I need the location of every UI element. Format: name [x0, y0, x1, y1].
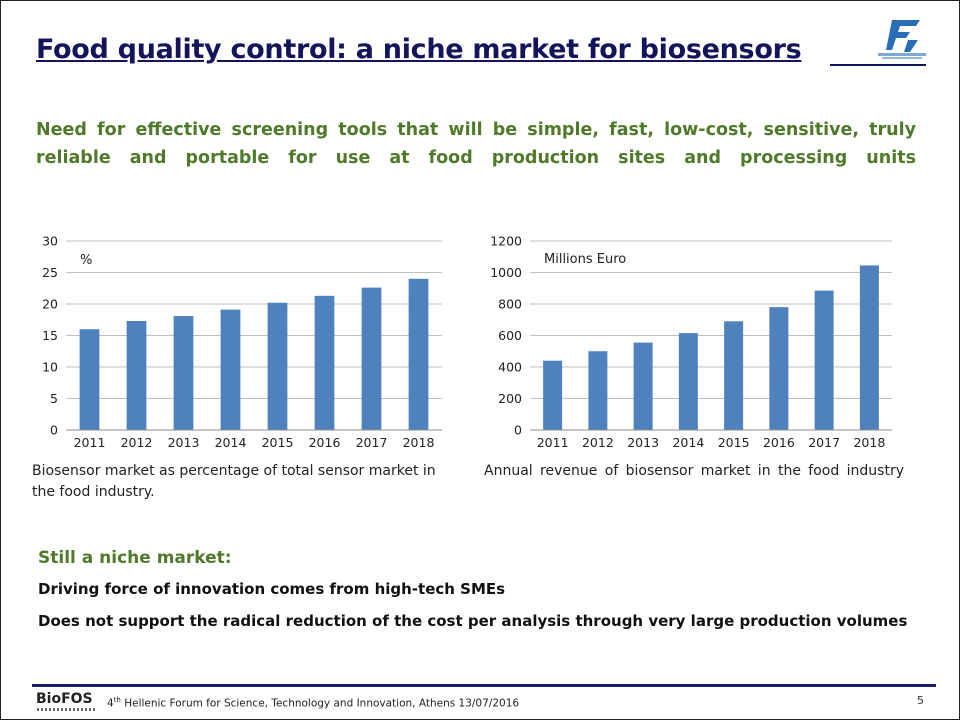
y-tick-label: 600	[498, 328, 522, 343]
bar	[724, 321, 744, 430]
biofos-logo-text: BioFOS	[36, 691, 93, 707]
bar	[79, 329, 100, 430]
footer-divider	[32, 684, 936, 687]
y-tick-label: 10	[42, 360, 58, 375]
bar	[678, 333, 698, 430]
x-tick-label: 2014	[215, 435, 247, 450]
biofos-logo: BioFOS	[36, 691, 97, 711]
bar	[173, 315, 194, 430]
y-tick-label: 0	[514, 423, 522, 438]
x-tick-label: 2013	[168, 435, 200, 450]
title-underline	[830, 64, 926, 66]
y-tick-label: 800	[498, 297, 522, 312]
x-tick-label: 2018	[403, 435, 435, 450]
y-tick-label: 5	[50, 391, 58, 406]
x-tick-label: 2015	[718, 435, 750, 450]
bar	[361, 287, 382, 430]
x-tick-label: 2018	[853, 435, 885, 450]
x-tick-label: 2016	[309, 435, 341, 450]
market-share-chart: 0 5 10 15 20 25 30 2011 2012 2013 2014 2015 2016 2017…	[28, 228, 448, 460]
x-tick-label: 2011	[74, 435, 106, 450]
y-tick-label: 400	[498, 360, 522, 375]
x-tick-label: 2013	[627, 435, 659, 450]
y-tick-label: 1000	[490, 265, 522, 280]
page-number: 5	[917, 694, 924, 707]
bar	[126, 321, 147, 430]
x-tick-label: 2012	[121, 435, 153, 450]
x-tick-label: 2014	[672, 435, 704, 450]
bar	[314, 295, 335, 430]
y-tick-label: 30	[42, 234, 58, 249]
bullet-item: Driving force of innovation comes from h…	[38, 580, 506, 598]
bar	[267, 302, 288, 430]
y-tick-label: 1200	[490, 234, 522, 249]
footer-text: 4th Hellenic Forum for Science, Technolo…	[107, 696, 520, 710]
bullet-item: Does not support the radical reduction o…	[38, 612, 908, 630]
y-tick-label: 200	[498, 391, 522, 406]
y-tick-label: 15	[42, 328, 58, 343]
bar	[814, 290, 834, 430]
bar	[220, 309, 241, 430]
y-tick-label: 25	[42, 265, 58, 280]
bar	[633, 342, 653, 430]
chart-svg: 0 5 10 15 20 25 30 2011 2012 2013 2014 2015 2016 2017…	[42, 234, 442, 450]
fp7-logo	[876, 16, 928, 62]
slide-title: Food quality control: a niche market for…	[36, 34, 802, 65]
chart-caption-right: Annual revenue of biosensor market in th…	[484, 463, 904, 479]
revenue-chart: 0 200 400 600 800 1000 1200 2011 2012 2013 2014 201…	[478, 228, 898, 460]
x-tick-label: 2017	[356, 435, 388, 450]
x-tick-label: 2015	[262, 435, 294, 450]
chart-svg: 0 200 400 600 800 1000 1200 2011 2012 2013 2014 201…	[490, 234, 892, 450]
bar	[769, 307, 789, 430]
x-tick-label: 2016	[763, 435, 795, 450]
bar	[543, 360, 563, 430]
chart-caption-left: Biosensor market as percentage of total …	[32, 463, 436, 500]
niche-subheading: Still a niche market:	[38, 548, 232, 568]
bar	[408, 278, 429, 430]
bar	[859, 265, 879, 430]
x-tick-label: 2011	[537, 435, 569, 450]
y-tick-label: 20	[42, 297, 58, 312]
lead-paragraph: Need for effective screening tools that …	[36, 120, 916, 168]
unit-annotation: %	[80, 253, 92, 268]
unit-annotation: Millions Euro	[544, 252, 626, 267]
x-tick-label: 2017	[808, 435, 840, 450]
x-tick-label: 2012	[582, 435, 614, 450]
y-tick-label: 0	[50, 423, 58, 438]
bar	[588, 351, 608, 430]
